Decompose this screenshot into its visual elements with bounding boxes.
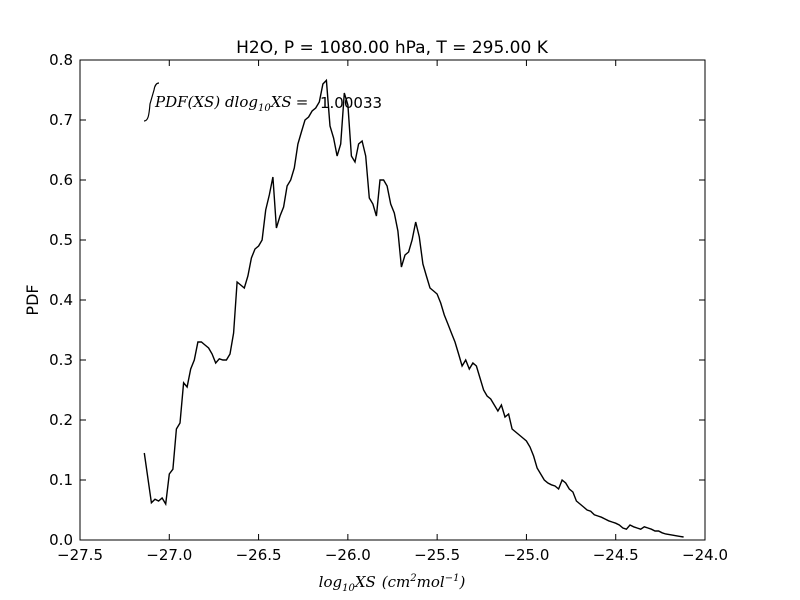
y-tick-label: 0.1 bbox=[49, 471, 73, 489]
y-tick-label: 0.2 bbox=[49, 411, 73, 429]
y-axis-label: PDF bbox=[23, 284, 42, 315]
integral-sign-icon bbox=[143, 82, 160, 122]
integral-annotation: PDF(XS) dlog10XS = 1.00033 bbox=[143, 82, 382, 122]
annotation-value: 1.00033 bbox=[320, 94, 382, 112]
x-tick-label: −27.5 bbox=[57, 546, 103, 564]
y-tick-label: 0.3 bbox=[49, 351, 73, 369]
x-tick-label: −24.5 bbox=[593, 546, 639, 564]
x-tick-label: −25.5 bbox=[414, 546, 460, 564]
x-tick-label: −26.5 bbox=[236, 546, 282, 564]
tick-labels: −27.5 −27.0 −26.5 −26.0 −25.5 −25.0 −24.5 −24.0… bbox=[49, 51, 728, 564]
x-tick-label: −26.0 bbox=[325, 546, 371, 564]
annotation-integrand: PDF(XS) dlog10XS = bbox=[154, 93, 308, 114]
axis-ticks bbox=[79, 59, 706, 541]
x-tick-label: −27.0 bbox=[146, 546, 192, 564]
y-tick-label: 0.8 bbox=[49, 51, 73, 69]
plot-frame bbox=[79, 59, 706, 541]
chart-title: H2O, P = 1080.00 hPa, T = 295.00 K bbox=[236, 38, 549, 58]
y-tick-label: 0.7 bbox=[49, 111, 73, 129]
y-tick-label: 0.4 bbox=[49, 291, 73, 309]
y-tick-label: 0.0 bbox=[49, 531, 73, 549]
x-axis-label: log10XS (cm2mol−1) bbox=[319, 573, 466, 594]
series-line bbox=[143, 78, 684, 538]
x-tick-label: −25.0 bbox=[503, 546, 549, 564]
y-tick-label: 0.6 bbox=[49, 171, 73, 189]
y-tick-label: 0.5 bbox=[49, 231, 73, 249]
x-tick-label: −24.0 bbox=[682, 546, 728, 564]
